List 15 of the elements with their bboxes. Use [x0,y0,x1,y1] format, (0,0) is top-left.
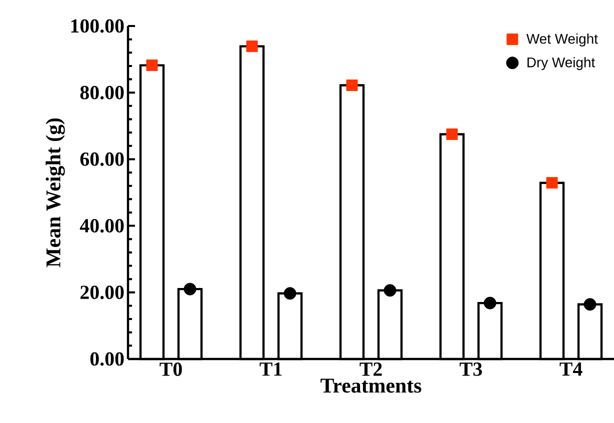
y-axis-title: Mean Weight (g) [46,118,65,268]
y-tick-label: 0.00 [90,352,124,366]
x-tick-label: T0 [160,362,182,376]
y-tick-label: 80.00 [80,86,124,100]
x-axis-title: Treatments [320,378,422,393]
y-tick-label: 20.00 [80,286,124,300]
x-tick-label: T2 [360,362,382,376]
x-tick-label: T4 [560,362,582,376]
y-tick-label: 40.00 [80,219,124,233]
x-tick-label: T1 [260,362,282,376]
y-tick-label: 60.00 [80,152,124,166]
legend-label: Dry Weight [528,57,596,70]
x-tick-label: T3 [460,362,482,376]
y-tick-label: 100.00 [71,19,124,33]
legend-label: Wet Weight [526,34,598,47]
